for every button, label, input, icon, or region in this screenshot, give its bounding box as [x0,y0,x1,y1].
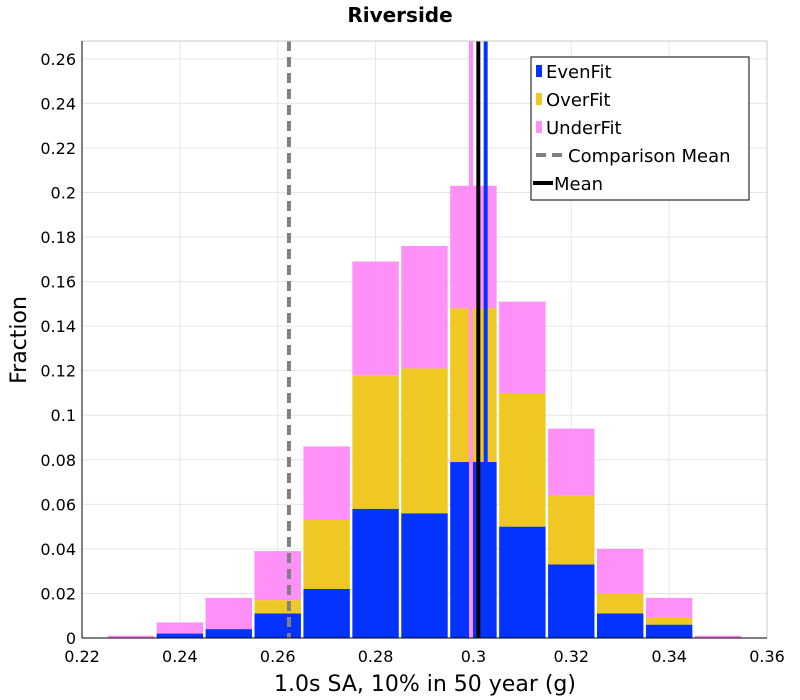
x-axis-title: 1.0s SA, 10% in 50 year (g) [274,672,576,697]
bar-underfit [450,185,497,309]
bar-evenfit [450,462,497,638]
bar-overfit [352,375,399,509]
y-tick-label: 0.26 [40,50,76,69]
bar-underfit [254,551,301,601]
bar-underfit [597,548,644,594]
y-tick-label: 0.22 [40,139,76,158]
legend-label-overfit: OverFit [546,90,610,111]
x-tick-label: 0.24 [162,647,198,666]
y-tick-label: 0.1 [51,406,76,425]
bar-underfit [156,622,204,634]
bar-underfit [548,428,595,496]
bars [107,185,742,638]
legend: EvenFit OverFit UnderFit Comparison Mean Mea… [530,56,750,201]
bar-evenfit [205,629,252,638]
bar-evenfit [597,613,644,638]
bar-evenfit [401,513,448,638]
y-tick-label: 0.14 [40,317,76,336]
bar-underfit [205,597,252,630]
legend-swatch-evenfit [536,65,542,77]
y-axis-title: Fraction [7,296,32,384]
bar-underfit [499,301,546,393]
legend-label-underfit: UnderFit [546,118,622,139]
bar-overfit [645,617,693,625]
bar-evenfit [254,613,301,638]
axes [81,40,768,639]
bar-overfit [548,495,595,565]
bar-evenfit [352,508,399,638]
bar-underfit [352,261,399,376]
bar-overfit [254,600,301,614]
y-tick-label: 0.2 [51,183,76,202]
x-tick-label: 0.34 [651,647,687,666]
bar-evenfit [499,526,546,638]
y-tick-labels: 0 0.02 0.04 0.06 0.08 0.1 0.12 0.14 0.16 0.18 0.2 0… [40,50,76,648]
y-tick-label: 0.24 [40,94,76,113]
bar-underfit [107,635,155,638]
bar-evenfit [645,624,693,638]
bar-evenfit [548,564,595,638]
y-tick-label: 0.04 [40,540,76,559]
x-tick-label: 0.26 [260,647,296,666]
x-tick-label: 0.3 [461,647,486,666]
bar-overfit [499,392,546,527]
legend-label-mean: Mean [554,174,603,195]
legend-label-evenfit: EvenFit [546,62,612,83]
chart-title: Riverside [347,3,452,27]
legend-swatch-underfit [536,121,542,133]
bar-overfit [450,308,497,463]
bar-underfit [401,245,448,369]
y-tick-label: 0.18 [40,228,76,247]
bar-overfit [303,519,350,589]
x-tick-labels: 0.22 0.24 0.26 0.28 0.3 0.32 0.34 0.36 [64,647,785,666]
y-tick-label: 0.16 [40,273,76,292]
y-tick-label: 0 [66,629,76,648]
bar-underfit [694,635,742,638]
y-tick-label: 0.02 [40,584,76,603]
bar-evenfit [156,633,204,638]
x-tick-label: 0.32 [553,647,589,666]
bar-evenfit [303,588,350,638]
bar-underfit [303,446,350,520]
legend-swatch-overfit [536,93,542,105]
bar-overfit [401,368,448,514]
x-tick-label: 0.28 [358,647,394,666]
legend-box [530,56,750,201]
x-tick-label: 0.36 [749,647,785,666]
y-tick-label: 0.08 [40,451,76,470]
bar-underfit [645,597,693,618]
x-tick-label: 0.22 [64,647,100,666]
bar-overfit [597,593,644,614]
legend-label-comparison-mean: Comparison Mean [568,146,731,167]
y-tick-label: 0.12 [40,362,76,381]
mean-lines [286,41,488,638]
y-tick-label: 0.06 [40,495,76,514]
